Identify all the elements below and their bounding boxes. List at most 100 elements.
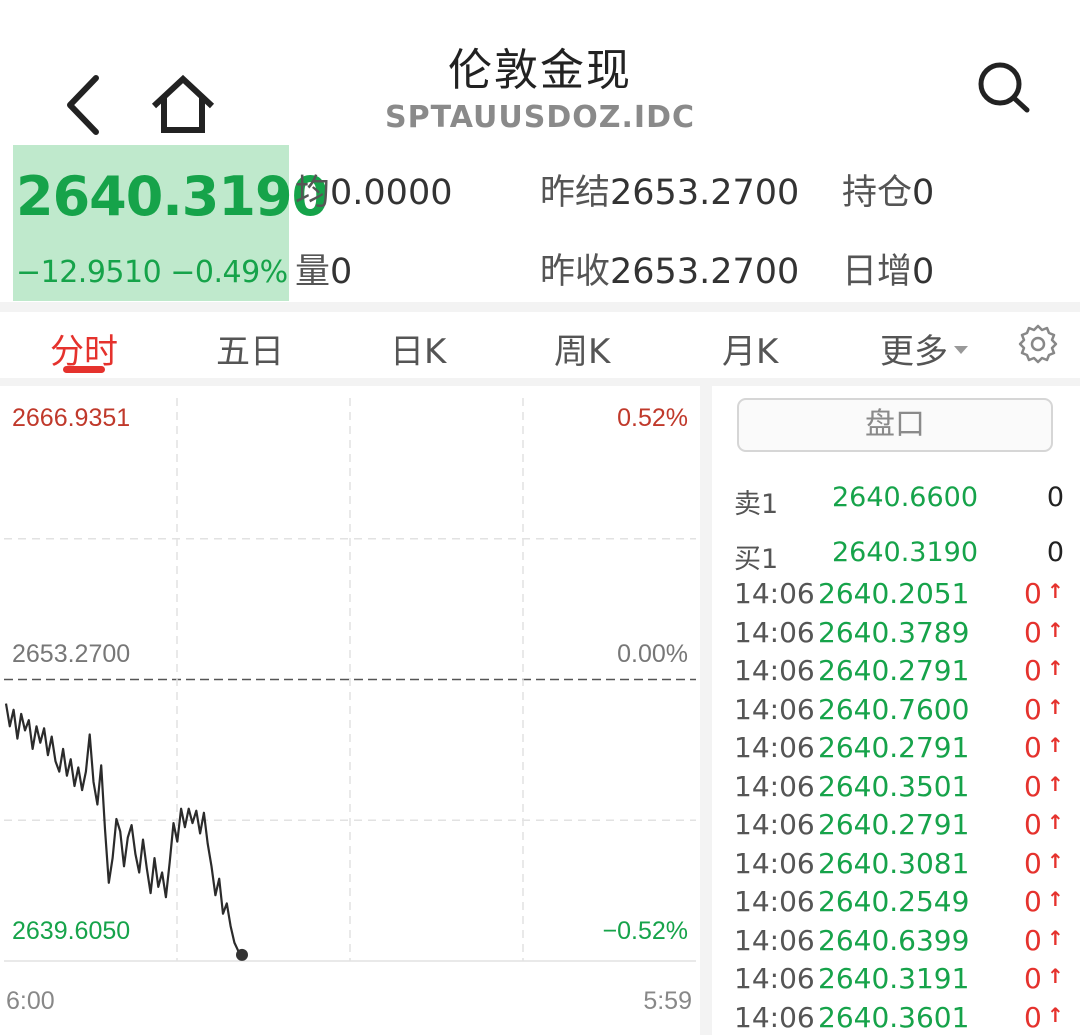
tick-row: 14:06 2640.6399 0 ↑: [734, 924, 1074, 962]
tick-price: 2640.6399: [818, 923, 970, 957]
stat-open-interest: 持仓0: [842, 164, 934, 215]
intraday-chart-svg: 2666.9351 2653.2700 2639.6050 0.52% 0.00…: [4, 398, 696, 1015]
up-arrow-icon: ↑: [1047, 887, 1064, 911]
tab-weekly-k[interactable]: 周K: [554, 332, 611, 372]
divider: [0, 378, 1080, 386]
tick-volume: 0: [1024, 885, 1042, 918]
price-change: −12.9510 −0.49%: [16, 255, 288, 290]
search-button[interactable]: [972, 58, 1036, 114]
gear-icon: [1018, 324, 1058, 364]
ask-label: 卖1: [734, 489, 779, 520]
tick-volume: 0: [1024, 846, 1042, 880]
stat-prev-close: 昨收2653.2700: [540, 243, 799, 294]
tab-intraday[interactable]: 分时: [50, 332, 118, 372]
ask-row: 卖1 2640.6600 0: [734, 478, 1064, 520]
tab-monthly-k[interactable]: 月K: [722, 332, 779, 372]
x-label-start: 6:00: [6, 987, 55, 1015]
tick-time: 14:06: [734, 885, 815, 918]
up-arrow-icon: ↑: [1047, 694, 1064, 719]
tick-row: 14:06 2640.3789 0 ↑: [734, 616, 1074, 654]
tick-volume: 0: [1024, 962, 1042, 995]
y-pct-reference: 0.00%: [617, 640, 688, 668]
divider: [0, 302, 1080, 312]
stat-daily-increase-value: 0: [912, 252, 935, 292]
search-icon: [978, 62, 1030, 113]
tick-time: 14:06: [734, 654, 815, 687]
home-button[interactable]: [148, 72, 218, 138]
up-arrow-icon: ↑: [1047, 617, 1064, 642]
tick-price: 2640.2791: [818, 654, 970, 687]
tab-daily-k[interactable]: 日K: [390, 332, 447, 372]
bid-price: 2640.3190: [832, 537, 979, 568]
tick-price: 2640.2791: [818, 808, 970, 841]
tick-price: 2640.2549: [818, 885, 970, 918]
tick-volume: 0: [1024, 808, 1042, 841]
stat-average-value: 0.0000: [330, 173, 453, 213]
back-button[interactable]: [58, 72, 108, 138]
pankou-button[interactable]: 盘口: [737, 398, 1053, 452]
tick-volume: 0: [1024, 615, 1042, 649]
tick-volume: 0: [1024, 923, 1042, 957]
y-label-reference: 2653.2700: [12, 640, 130, 668]
tab-five-day[interactable]: 五日: [216, 332, 284, 372]
stat-prev-close-value: 2653.2700: [610, 252, 800, 292]
stat-daily-increase-label: 日增: [842, 252, 913, 292]
active-tab-indicator: [63, 366, 105, 373]
stat-open-interest-value: 0: [912, 173, 935, 213]
stat-prev-settle-label: 昨结: [540, 173, 611, 213]
ask-price: 2640.6600: [832, 482, 979, 513]
stat-volume-label: 量: [295, 252, 331, 292]
tick-row: 14:06 2640.3081 0 ↑: [734, 847, 1074, 885]
chart-settings-button[interactable]: [1016, 322, 1060, 366]
tick-row: 14:06 2640.2791 0 ↑: [734, 808, 1074, 846]
price-series-line: [4, 703, 243, 956]
x-label-end: 5:59: [643, 987, 692, 1015]
up-arrow-icon: ↑: [1047, 733, 1064, 757]
stat-volume-value: 0: [330, 252, 353, 292]
stat-average: 均0.0000: [295, 164, 452, 215]
tick-row: 14:06 2640.3191 0 ↑: [734, 962, 1074, 1000]
intraday-chart: 2666.9351 2653.2700 2639.6050 0.52% 0.00…: [0, 386, 700, 1035]
tab-more[interactable]: 更多: [880, 324, 968, 373]
tick-price: 2640.3501: [818, 769, 970, 803]
stat-open-interest-label: 持仓: [842, 173, 913, 213]
tick-time: 14:06: [734, 692, 815, 726]
tab-more-label: 更多: [880, 332, 948, 372]
tick-time: 14:06: [734, 615, 815, 649]
tick-time: 14:06: [734, 1000, 815, 1034]
chevron-left-icon: [67, 75, 99, 135]
tick-time: 14:06: [734, 808, 815, 841]
tick-price: 2640.7600: [818, 692, 970, 726]
tick-time: 14:06: [734, 731, 815, 764]
tick-volume: 0: [1024, 577, 1042, 610]
y-pct-high: 0.52%: [617, 404, 688, 432]
bid-volume: 0: [1046, 537, 1064, 568]
tick-time: 14:06: [734, 846, 815, 880]
change-amount: −12.9510: [16, 255, 162, 290]
up-arrow-icon: ↑: [1047, 925, 1064, 950]
tick-volume: 0: [1024, 769, 1042, 803]
stat-prev-close-label: 昨收: [540, 252, 611, 292]
up-arrow-icon: ↑: [1047, 656, 1064, 680]
y-label-high: 2666.9351: [12, 404, 130, 432]
tick-row: 14:06 2640.2051 0 ↑: [734, 577, 1074, 615]
caret-down-icon: [954, 345, 968, 354]
y-pct-low: −0.52%: [603, 917, 689, 945]
up-arrow-icon: ↑: [1047, 848, 1064, 873]
bid-label: 买1: [734, 544, 779, 575]
tick-time: 14:06: [734, 769, 815, 803]
price-box: 2640.3190 −12.9510 −0.49%: [13, 145, 329, 301]
tick-time: 14:06: [734, 962, 815, 995]
up-arrow-icon: ↑: [1047, 810, 1064, 834]
y-label-low: 2639.6050: [12, 917, 130, 945]
change-percent: −0.49%: [170, 255, 288, 290]
up-arrow-icon: ↑: [1047, 771, 1064, 796]
stat-volume: 量0: [295, 243, 352, 294]
tick-row: 14:06 2640.3601 0 ↑: [734, 1001, 1074, 1035]
tick-price: 2640.2051: [818, 577, 970, 610]
tick-volume: 0: [1024, 731, 1042, 764]
up-arrow-icon: ↑: [1047, 579, 1064, 603]
header: 伦敦金现 SPTAUUSDOZ.IDC: [0, 0, 1080, 145]
tick-volume: 0: [1024, 654, 1042, 687]
tick-time: 14:06: [734, 923, 815, 957]
